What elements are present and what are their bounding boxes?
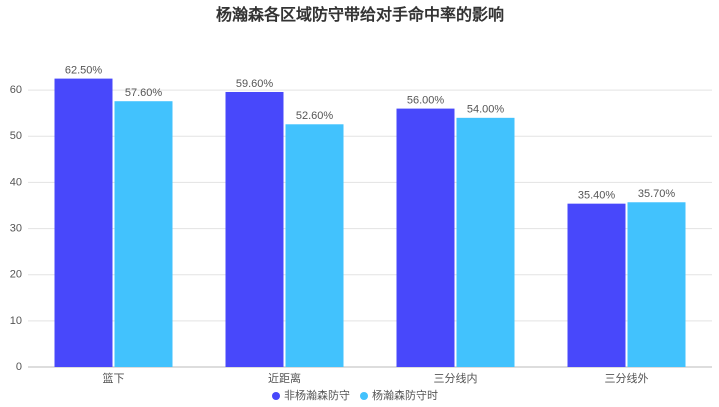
value-label: 62.50% bbox=[65, 65, 103, 77]
y-tick-label: 30 bbox=[10, 222, 22, 234]
bar bbox=[54, 78, 113, 367]
legend-marker bbox=[360, 392, 368, 400]
value-label: 52.60% bbox=[296, 110, 334, 122]
bar bbox=[225, 91, 284, 367]
bar bbox=[456, 117, 515, 367]
bar bbox=[114, 101, 173, 368]
bar bbox=[627, 202, 686, 367]
y-tick-label: 40 bbox=[10, 176, 22, 188]
y-tick-label: 20 bbox=[10, 269, 22, 281]
value-label: 54.00% bbox=[467, 104, 505, 116]
bar bbox=[285, 124, 344, 367]
value-label: 56.00% bbox=[407, 95, 445, 107]
value-label: 35.40% bbox=[578, 190, 616, 202]
chart-title: 杨瀚森各区域防守带给对手命中率的影响 bbox=[216, 5, 504, 24]
x-tick-label: 三分线外 bbox=[605, 371, 649, 385]
y-tick-label: 50 bbox=[10, 130, 22, 142]
legend-label: 杨瀚森防守时 bbox=[372, 388, 438, 402]
x-tick-label: 三分线内 bbox=[434, 371, 478, 385]
bar bbox=[396, 108, 455, 367]
x-tick-label: 篮下 bbox=[103, 371, 125, 385]
value-label: 57.60% bbox=[125, 87, 163, 99]
y-tick-label: 0 bbox=[16, 361, 22, 373]
legend-label: 非杨瀚森防守 bbox=[284, 388, 350, 402]
x-tick-label: 近距离 bbox=[268, 371, 301, 385]
value-label: 59.60% bbox=[236, 78, 274, 90]
legend-marker bbox=[272, 392, 280, 400]
y-tick-label: 60 bbox=[10, 84, 22, 96]
value-label: 35.70% bbox=[638, 188, 676, 200]
y-tick-label: 10 bbox=[10, 315, 22, 327]
bar bbox=[567, 203, 626, 367]
